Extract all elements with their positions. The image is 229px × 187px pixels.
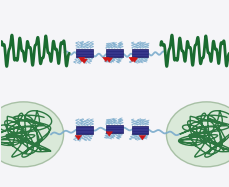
Polygon shape: [102, 57, 109, 62]
Polygon shape: [106, 58, 112, 62]
Polygon shape: [105, 49, 123, 57]
Polygon shape: [131, 58, 137, 62]
Polygon shape: [81, 59, 87, 63]
Polygon shape: [75, 135, 81, 140]
Polygon shape: [106, 132, 112, 136]
Polygon shape: [139, 135, 145, 140]
Polygon shape: [76, 49, 93, 57]
Polygon shape: [132, 125, 147, 134]
Polygon shape: [78, 57, 85, 62]
Polygon shape: [105, 125, 123, 133]
Circle shape: [0, 102, 63, 167]
Polygon shape: [132, 49, 147, 57]
Polygon shape: [128, 57, 135, 62]
Circle shape: [166, 102, 229, 167]
Polygon shape: [76, 126, 93, 134]
